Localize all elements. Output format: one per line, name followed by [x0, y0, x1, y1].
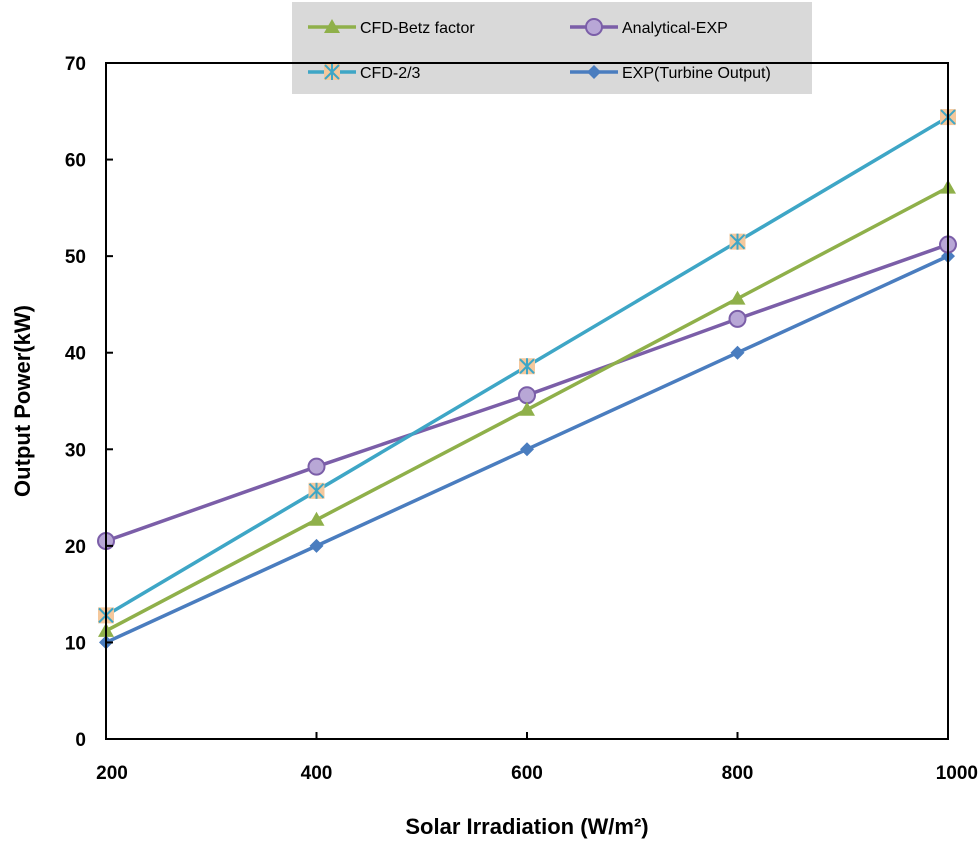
legend-marker	[324, 19, 340, 33]
legend: CFD-Betz factor Analytical-EXP CFD-2/3 EXP(…	[292, 2, 812, 94]
y-tick-label: 20	[65, 537, 86, 558]
legend-label: CFD-Betz factor	[360, 20, 475, 37]
data-point	[308, 482, 325, 499]
data-point	[519, 401, 535, 416]
legend-label: CFD-2/3	[360, 65, 421, 82]
y-tick-label: 10	[65, 633, 86, 654]
legend-item: CFD-2/3	[308, 64, 421, 82]
data-point	[519, 358, 535, 375]
y-tick-label: 60	[65, 151, 86, 172]
legend-marker	[585, 18, 603, 36]
y-tick-label: 70	[65, 54, 86, 75]
data-point	[728, 309, 747, 328]
data-point	[309, 538, 324, 553]
data-point	[729, 233, 746, 250]
data-point	[308, 511, 325, 526]
data-point	[518, 386, 536, 405]
series-exp-turbine-output	[99, 249, 955, 650]
data-point	[520, 442, 534, 457]
x-tick-label: 800	[722, 763, 754, 784]
series-cfd-betz-factor	[98, 179, 956, 637]
y-axis-title: Output Power(kW)	[10, 305, 35, 497]
data-point	[729, 290, 746, 305]
series-cfd-2-3	[98, 109, 956, 624]
x-tick-label: 200	[96, 763, 128, 784]
data-point	[307, 457, 326, 476]
y-tick-label: 30	[65, 440, 86, 461]
series-layer	[97, 109, 957, 650]
legend-label: EXP(Turbine Output)	[622, 65, 771, 82]
legend-label: Analytical-EXP	[622, 20, 728, 37]
x-tick-label: 400	[301, 763, 333, 784]
y-tick-label: 0	[75, 730, 86, 751]
ticks-layer: 0 10 20 30 40 50 60 70 200 400 600 800 1000	[65, 54, 978, 784]
legend-item: Analytical-EXP	[570, 18, 728, 37]
x-tick-label: 600	[511, 763, 543, 784]
legend-item: CFD-Betz factor	[308, 19, 475, 37]
legend-box	[292, 2, 812, 94]
x-tick-label: 1000	[936, 763, 978, 784]
y-tick-label: 40	[65, 344, 86, 365]
legend-item: EXP(Turbine Output)	[570, 65, 771, 82]
x-axis-title: Solar Irradiation (W/m²)	[405, 814, 648, 839]
y-tick-label: 50	[65, 247, 86, 268]
legend-marker	[587, 65, 601, 79]
series-analytical-exp	[97, 235, 957, 551]
legend-marker	[324, 64, 340, 80]
data-point	[730, 345, 745, 360]
